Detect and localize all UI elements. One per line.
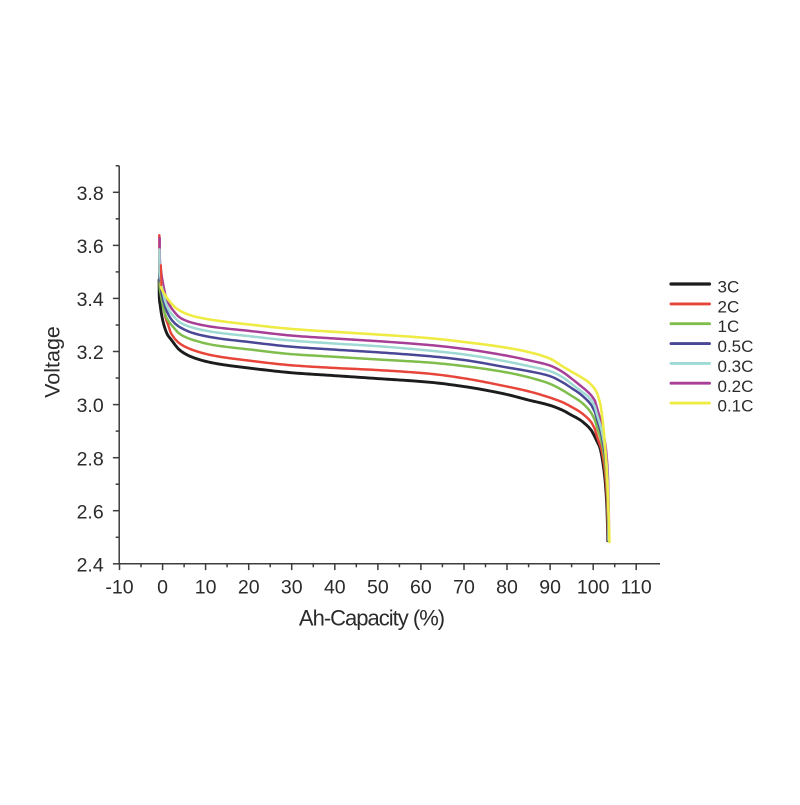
svg-text:Voltage: Voltage (41, 326, 65, 398)
svg-text:60: 60 (410, 577, 432, 599)
svg-text:0.5C: 0.5C (718, 337, 754, 356)
svg-text:40: 40 (324, 577, 346, 599)
svg-text:70: 70 (453, 577, 475, 599)
svg-text:3C: 3C (718, 278, 740, 297)
svg-text:100: 100 (577, 577, 610, 599)
svg-text:Ah-Capacity (%): Ah-Capacity (%) (299, 606, 444, 631)
svg-text:2C: 2C (718, 297, 740, 316)
svg-text:10: 10 (195, 577, 217, 599)
svg-text:3.0: 3.0 (77, 395, 104, 417)
svg-text:2.6: 2.6 (77, 501, 104, 523)
svg-text:3.8: 3.8 (77, 183, 104, 205)
svg-text:110: 110 (621, 577, 652, 599)
svg-text:2.4: 2.4 (77, 554, 104, 576)
svg-text:-10: -10 (105, 577, 133, 599)
svg-text:80: 80 (496, 577, 518, 599)
svg-text:20: 20 (238, 577, 260, 599)
svg-text:3.2: 3.2 (77, 342, 104, 364)
svg-text:0.1C: 0.1C (718, 397, 754, 416)
svg-text:3.4: 3.4 (77, 289, 104, 311)
svg-text:2.8: 2.8 (77, 448, 104, 470)
svg-text:30: 30 (281, 577, 303, 599)
svg-text:0.2C: 0.2C (718, 377, 754, 396)
svg-text:90: 90 (539, 577, 561, 599)
svg-text:50: 50 (367, 577, 389, 599)
svg-text:0.3C: 0.3C (718, 357, 754, 376)
svg-text:0: 0 (157, 577, 168, 599)
svg-text:3.6: 3.6 (77, 236, 104, 258)
svg-text:1C: 1C (718, 317, 740, 336)
